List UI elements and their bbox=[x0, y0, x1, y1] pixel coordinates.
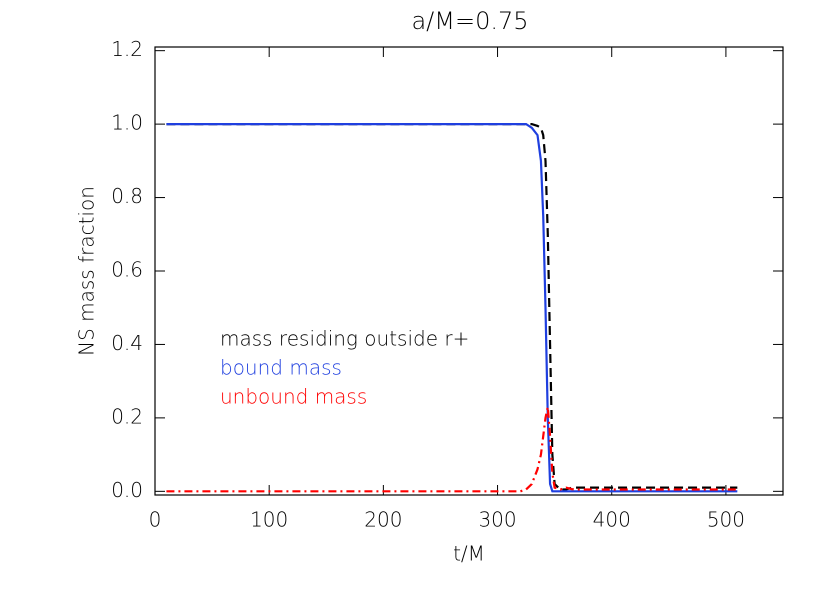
y-tick-label: 0.4 bbox=[111, 331, 143, 355]
chart-title: a/M=0.75 bbox=[411, 7, 528, 35]
y-axis-label: NS mass fraction bbox=[75, 186, 99, 356]
x-tick-label: 500 bbox=[707, 508, 745, 532]
x-tick-label: 400 bbox=[593, 508, 631, 532]
x-tick-label: 0 bbox=[149, 508, 162, 532]
legend-entry: bound mass bbox=[220, 356, 342, 380]
x-axis-label: t/M bbox=[453, 542, 485, 566]
legend-entry: unbound mass bbox=[220, 385, 367, 409]
series-line bbox=[166, 123, 738, 493]
x-tick-label: 100 bbox=[250, 508, 288, 532]
y-tick-label: 0.2 bbox=[111, 404, 143, 428]
x-tick-label: 200 bbox=[364, 508, 402, 532]
y-tick-label: 0.6 bbox=[111, 258, 143, 282]
plot-frame bbox=[154, 46, 784, 496]
y-tick-label: 0.8 bbox=[111, 184, 143, 208]
y-tick-label: 1.0 bbox=[111, 111, 143, 135]
y-tick-label: 0.0 bbox=[111, 478, 143, 502]
series-line bbox=[166, 123, 738, 491]
x-tick-label: 300 bbox=[478, 508, 516, 532]
series-line bbox=[166, 406, 738, 493]
legend-entry: mass residing outside r+ bbox=[220, 327, 469, 351]
y-tick-label: 1.2 bbox=[111, 37, 143, 61]
